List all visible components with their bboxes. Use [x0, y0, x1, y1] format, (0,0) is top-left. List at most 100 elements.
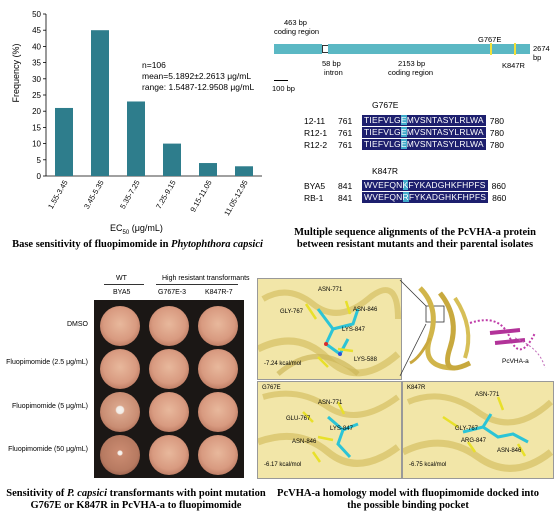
residues-pre: WVEFQN [364, 180, 403, 190]
residues-post: FYKADGHKFHPFS [408, 192, 487, 202]
g767e-res-asn771: ASN-771 [318, 400, 343, 406]
sequence-name: R12-2 [304, 139, 328, 150]
plate-col-1: BYA5 [113, 289, 131, 296]
docking-k847r-structure [403, 393, 553, 472]
residues-post: MVSNTASYLRLWA [406, 127, 484, 137]
caption-text: Base sensitivity of fluopimomide in [12, 239, 172, 250]
sequence-end: 780 [489, 115, 504, 126]
k847r-res-gly767: GLY-767 [455, 426, 479, 432]
scale-label: 100 bp [272, 84, 295, 93]
sequence-start: 761 [338, 115, 353, 126]
wt-res-gly767: GLY-767 [280, 309, 304, 315]
docking-caption-line2: the possible binding pocket [347, 500, 469, 511]
plate-dmso-g767e [149, 306, 189, 346]
sequence-name: RB-1 [304, 192, 324, 203]
pcvha-a-model [409, 286, 546, 371]
plates-header-wt: WT [116, 275, 127, 282]
y-tick-label: 40 [32, 42, 41, 51]
histogram-caption: Base sensitivity of fluopimomide in Phyt… [10, 239, 265, 251]
wt-res-asn846: ASN-846 [353, 307, 378, 313]
row-label-50: Fluopimomide (50 μg/mL) [8, 446, 88, 453]
wt-res-asn771: ASN-771 [318, 287, 343, 293]
header-line-hr [156, 284, 238, 285]
sequence-residues: WVEFQNRFYKADGHKFHPFS [362, 192, 489, 203]
histogram-bar [163, 143, 181, 176]
g767e-site [490, 43, 492, 55]
docking-panel-k847r: K847R ASN-771 GLY-767 ARG-847 ASN-846 -6… [402, 381, 554, 479]
caption-italic: Phytophthora capsici [171, 239, 263, 250]
plate-50-k847r [198, 435, 238, 475]
plates-caption-line1: Sensitivity of P. capsici transformants … [6, 488, 266, 499]
k847r-res-asn771: ASN-771 [475, 392, 500, 398]
g767e-tag: G767E [262, 385, 281, 391]
alignment-caption-line2: between resistant mutants and their pare… [296, 239, 534, 250]
docking-g767e-structure [258, 390, 401, 467]
y-tick-label: 5 [37, 156, 42, 165]
zoom-connector [399, 279, 427, 377]
row-label-dmso: DMSO [67, 321, 88, 328]
histogram-xlabel: EC50 (μg/mL) [110, 223, 163, 236]
plate-2-5-g767e [149, 349, 189, 389]
wt-res-lys847: LYS-847 [342, 327, 365, 333]
x-tick-label: 11.05-12.95 [222, 179, 250, 218]
sequence-name: 12-11 [304, 115, 326, 126]
y-tick-label: 0 [37, 172, 42, 181]
histogram-stats: n=106 mean=5.1892±2.2613 μg/mL range: 1.… [142, 60, 254, 93]
residues-pre: WVEFQN [364, 192, 403, 202]
plates-caption-line2: G767E or K847R in PcVHA-a to fluopimomid… [30, 500, 242, 511]
alignment-row: 12-11 761 TIEFVLGEMVSNTASYLRLWA 780 [304, 115, 504, 126]
y-tick-label: 30 [32, 75, 41, 84]
sequence-residues: WVEFQNKFYKADGHKFHPFS [362, 180, 488, 191]
sequence-end: 780 [489, 127, 504, 138]
mutation-residue: E [400, 127, 407, 137]
residues-pre: TIEFVLG [364, 139, 401, 149]
histogram-bar [235, 166, 253, 176]
plate-2-5-k847r [198, 349, 238, 389]
sequence-name: R12-1 [304, 127, 328, 138]
y-tick-label: 35 [32, 59, 41, 68]
x-tick-label: 3.45-5.35 [82, 179, 106, 211]
plate-dmso-bya5 [100, 306, 140, 346]
residues-post: FYKADGHKFHPFS [408, 180, 486, 190]
docking-panel-g767e: G767E ASN-771 GLU-767 LYS-847 ASN-846 -6… [257, 381, 402, 479]
alignment-caption: Multiple sequence alignments of the PcVH… [278, 227, 552, 251]
histogram-ylabel: Frequency (%) [11, 43, 21, 103]
sequence-name: BYA5 [304, 180, 326, 191]
wt-res-lys588: LYS-588 [354, 357, 377, 363]
y-tick-label: 45 [32, 26, 41, 35]
mutation-residue: K [402, 180, 409, 190]
mutation-residue: E [400, 115, 407, 125]
docking-caption-line1: PcVHA-a homology model with fluopimomide… [277, 488, 539, 499]
k847r-res-asn846: ASN-846 [497, 448, 522, 454]
g767e-res-lys847: LYS-847 [330, 426, 353, 432]
plate-5-k847r [198, 392, 238, 432]
model-label: PcVHA-a [502, 358, 529, 365]
sequence-residues: TIEFVLGEMVSNTASYLRLWA [362, 127, 486, 138]
g767e-res-asn846: ASN-846 [292, 439, 317, 445]
alignment-g767e-title: G767E [372, 100, 399, 110]
plates-caption: Sensitivity of P. capsici transformants … [0, 488, 272, 512]
header-line-wt [104, 284, 144, 285]
mutation-residue: R [402, 192, 409, 202]
x-tick-label: 5.35-7.25 [118, 179, 142, 211]
exon2-label: coding region [388, 68, 434, 77]
row-label-5: Fluopimomide (5 μg/mL) [11, 403, 88, 410]
sequence-end: 860 [491, 180, 506, 191]
plate-5-g767e [149, 392, 189, 432]
g767e-energy: -6.17 kcal/mol [264, 462, 302, 468]
stat-range: range: 1.5487-12.9508 μg/mL [142, 82, 255, 92]
docking-caption: PcVHA-a homology model with fluopimomide… [262, 488, 554, 512]
row-label-2-5: Fluopimomide (2.5 μg/mL) [6, 359, 88, 366]
exon1-bar [274, 44, 322, 54]
exon2-length: 2153 bp [398, 59, 426, 68]
g767e-marker-label: G767E [478, 35, 502, 44]
residues-pre: TIEFVLG [364, 115, 401, 125]
x-tick-label: 9.15-11.05 [188, 179, 213, 214]
y-tick-label: 15 [32, 123, 41, 132]
g767e-res-glu767: GLU-767 [286, 416, 311, 422]
y-tick-label: 25 [32, 91, 41, 100]
sequence-start: 841 [338, 192, 353, 203]
sequence-start: 841 [338, 180, 353, 191]
residues-post: MVSNTASYLRLWA [406, 115, 484, 125]
histogram-bar [127, 101, 145, 176]
